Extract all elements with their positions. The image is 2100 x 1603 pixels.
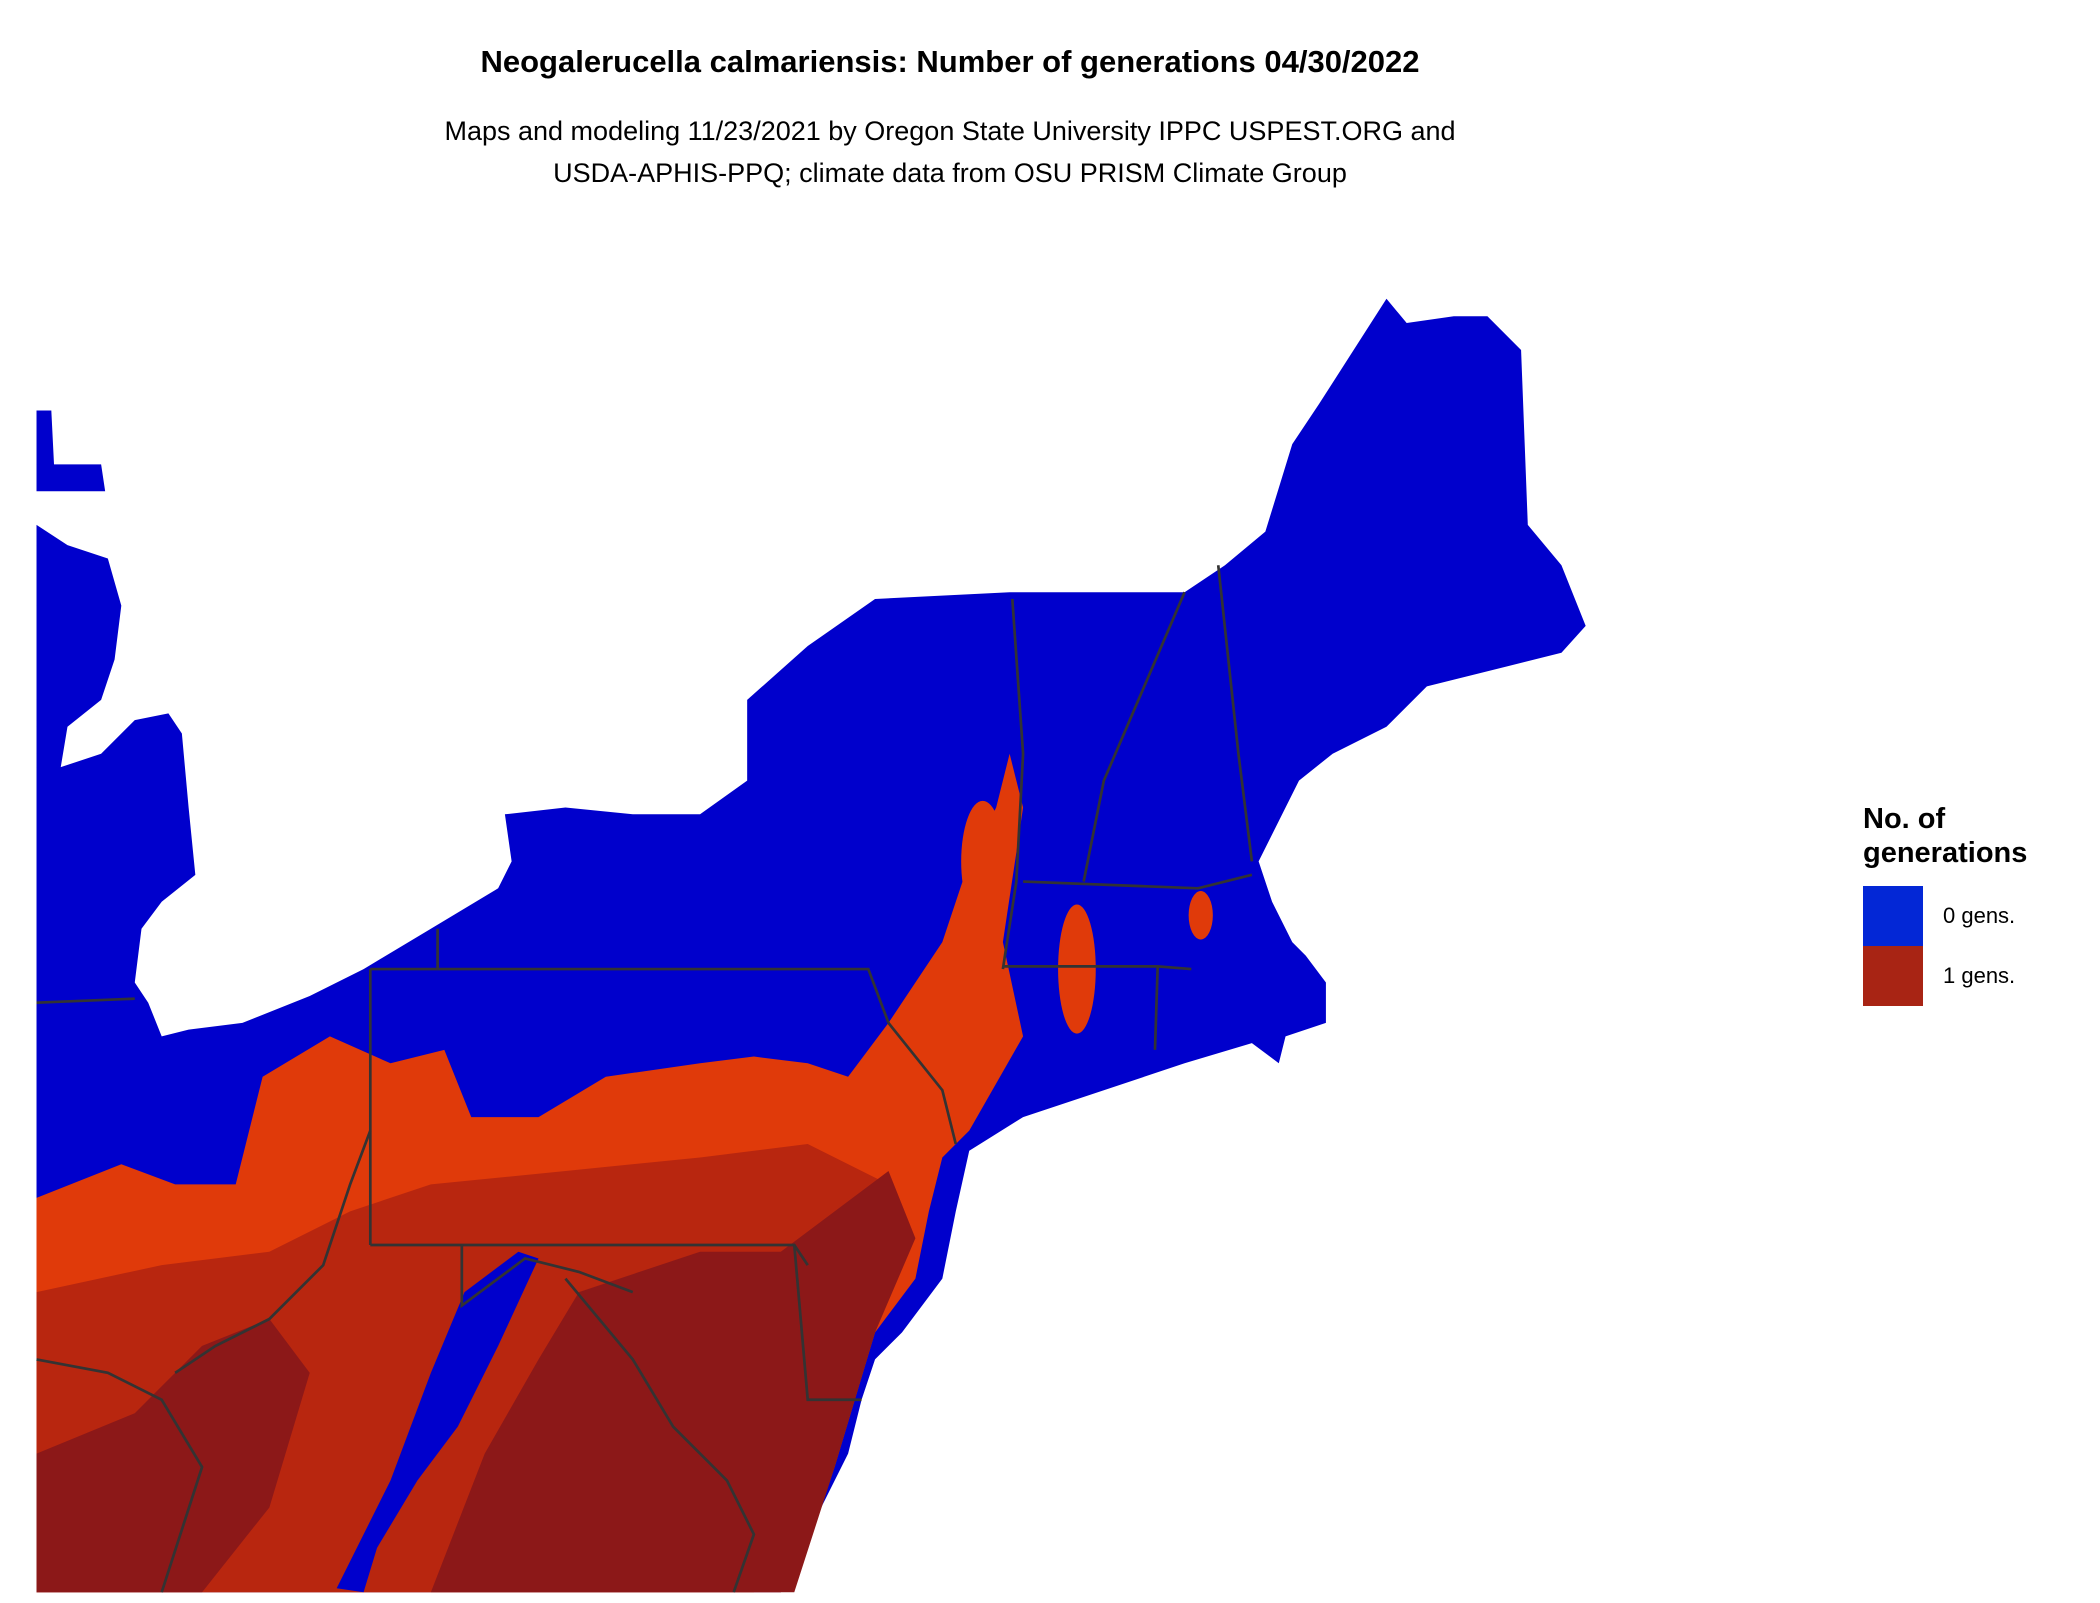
boundary-ky — [36, 1358, 204, 1593]
boundary-pa-north — [370, 967, 890, 1024]
map-land — [36, 298, 1586, 1593]
boundary-ma-north — [1023, 873, 1253, 890]
region-one-gen-dark-southeast — [430, 1170, 916, 1593]
region-one-gen-dark-southwest — [36, 1319, 310, 1593]
legend-label: 0 gens. — [1943, 903, 2016, 928]
boundary-vt-nh — [1082, 591, 1186, 882]
map-subtitle-line-2: USDA-APHIS-PPQ; climate data from OSU PR… — [553, 158, 1347, 188]
legend-label: 1 gens. — [1943, 963, 2016, 988]
legend: No. of generations 0 gens. 1 gens. — [1863, 802, 2027, 1006]
legend-swatch-0-gens — [1863, 886, 1923, 946]
legend-item-1-gens: 1 gens. — [1863, 946, 2027, 1006]
region-one-gen-ct-valley — [1058, 904, 1096, 1034]
region-zero-gens-michigan-up — [36, 410, 106, 492]
boundary-md-wv — [460, 1244, 634, 1309]
boundary-nj — [887, 1022, 958, 1145]
legend-swatch-1-gens — [1863, 946, 1923, 1006]
boundary-pa-south — [370, 1243, 809, 1266]
boundary-ct-ri — [1153, 966, 1160, 1050]
boundary-va-md — [564, 1277, 756, 1593]
region-zero-gens-appalachian — [336, 1251, 539, 1593]
map-title: Neogalerucella calmariensis: Number of g… — [480, 44, 1420, 79]
boundary-oh-mi — [36, 997, 135, 1005]
legend-item-0-gens: 0 gens. — [1863, 886, 2027, 946]
boundary-nh-me — [1216, 565, 1254, 862]
legend-title-line-2: generations — [1863, 837, 2028, 869]
boundary-de — [792, 1244, 862, 1402]
boundary-ny-vt — [1001, 598, 1025, 970]
region-one-gen-hudson — [961, 800, 1005, 922]
boundary-oh-wv — [174, 1130, 372, 1374]
region-one-gen-ma-east — [1188, 891, 1213, 940]
map-subtitle-line-1: Maps and modeling 11/23/2021 by Oregon S… — [444, 116, 1456, 146]
state-boundaries — [36, 565, 1254, 1593]
legend-title-line-1: No. of — [1863, 803, 1946, 835]
